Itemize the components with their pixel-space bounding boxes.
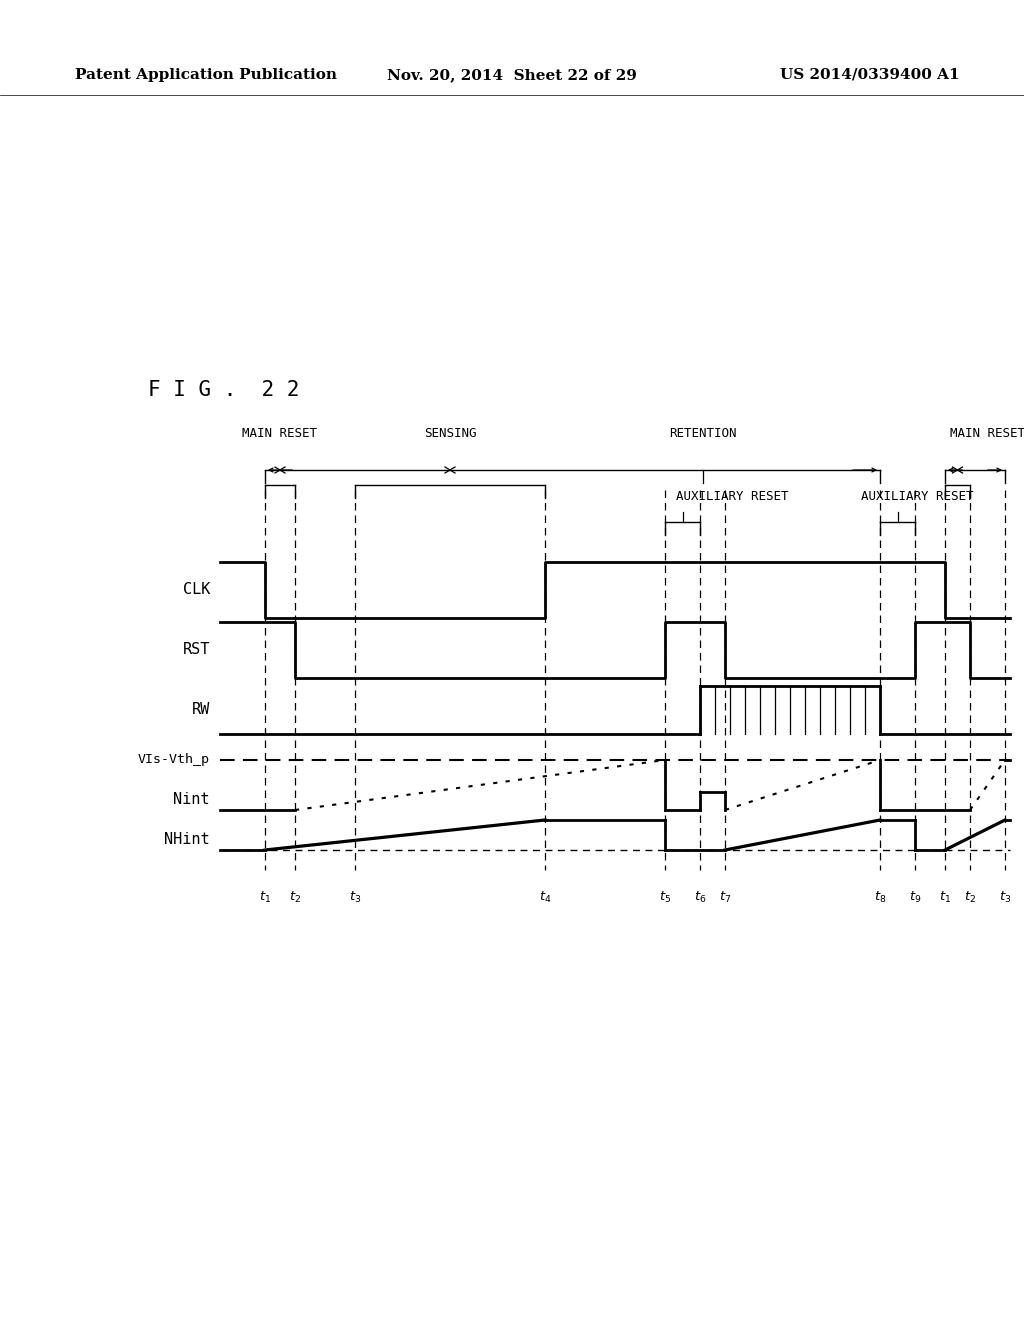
- Text: $t_5$: $t_5$: [658, 890, 671, 906]
- Text: $t_4$: $t_4$: [539, 890, 551, 906]
- Text: AUXILIARY RESET: AUXILIARY RESET: [676, 490, 788, 503]
- Text: $t_7$: $t_7$: [719, 890, 731, 906]
- Text: $t_1$: $t_1$: [259, 890, 271, 906]
- Text: $t_3$: $t_3$: [998, 890, 1011, 906]
- Text: RW: RW: [191, 702, 210, 718]
- Text: AUXILIARY RESET: AUXILIARY RESET: [861, 490, 974, 503]
- Text: Patent Application Publication: Patent Application Publication: [75, 69, 337, 82]
- Text: $t_1$: $t_1$: [939, 890, 951, 906]
- Text: US 2014/0339400 A1: US 2014/0339400 A1: [780, 69, 961, 82]
- Text: $t_6$: $t_6$: [694, 890, 707, 906]
- Text: RST: RST: [182, 643, 210, 657]
- Text: RETENTION: RETENTION: [669, 426, 736, 440]
- Text: $t_2$: $t_2$: [289, 890, 301, 906]
- Text: VIs-Vth_p: VIs-Vth_p: [138, 754, 210, 767]
- Text: MAIN RESET: MAIN RESET: [243, 426, 317, 440]
- Text: MAIN RESET: MAIN RESET: [950, 426, 1024, 440]
- Text: Nint: Nint: [173, 792, 210, 808]
- Text: $t_3$: $t_3$: [349, 890, 361, 906]
- Text: SENSING: SENSING: [424, 426, 476, 440]
- Text: $t_2$: $t_2$: [964, 890, 976, 906]
- Text: Nov. 20, 2014  Sheet 22 of 29: Nov. 20, 2014 Sheet 22 of 29: [387, 69, 637, 82]
- Text: $t_8$: $t_8$: [873, 890, 886, 906]
- Text: CLK: CLK: [182, 582, 210, 598]
- Text: F I G .  2 2: F I G . 2 2: [148, 380, 299, 400]
- Text: $t_9$: $t_9$: [908, 890, 922, 906]
- Text: NHint: NHint: [165, 833, 210, 847]
